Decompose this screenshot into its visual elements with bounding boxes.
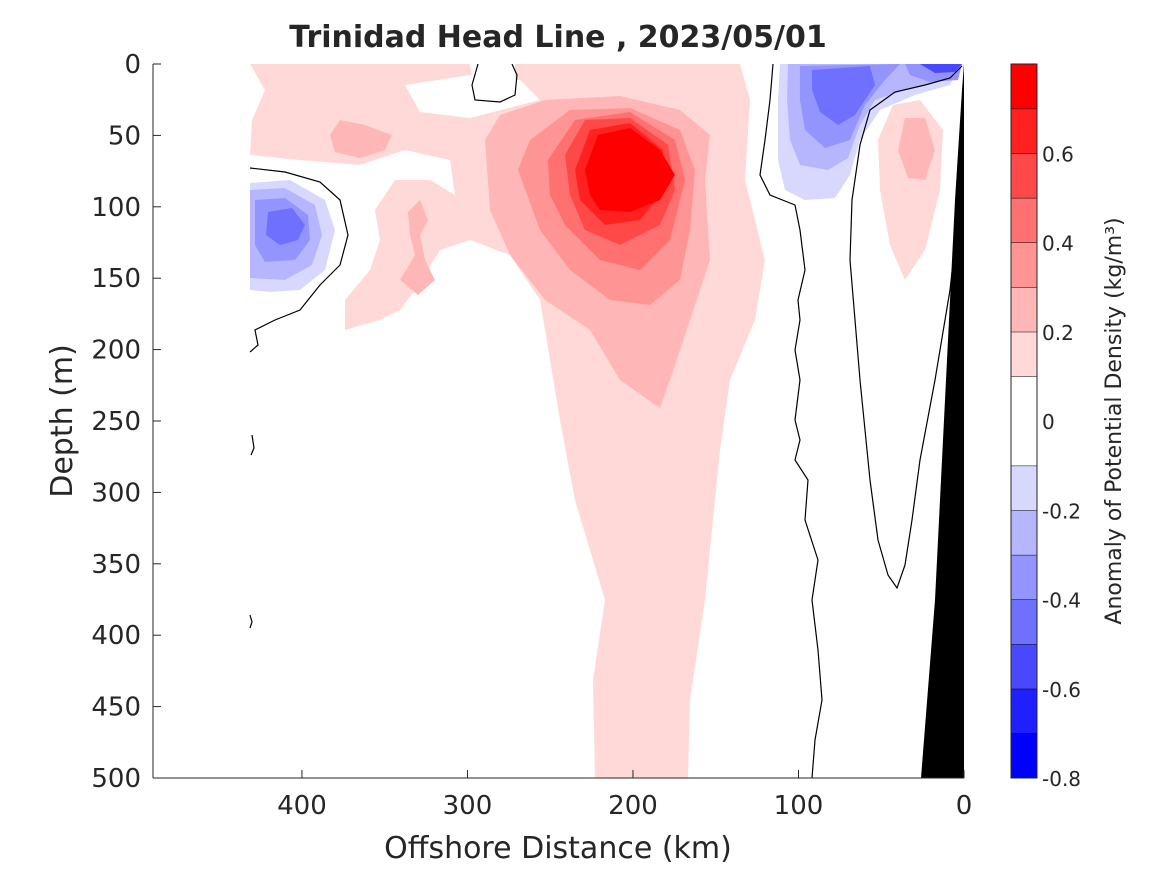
zero-contour-nearshore: [849, 65, 963, 590]
contour-fill-negative-eddy-4: [266, 208, 305, 245]
contour-hole: [405, 75, 540, 118]
y-axis-ticks: 0 50 100 150 200 250 300 350 400 450 500: [91, 50, 161, 794]
bathymetry-seafloor: [921, 64, 964, 778]
colorbar-frame: [1010, 63, 1038, 779]
x-axis-ticks: 400 300 200 100 0: [277, 770, 972, 821]
y-tick-label: 150: [91, 264, 141, 294]
colorbar-swatch: [1011, 287, 1037, 332]
y-tick-label: 450: [91, 693, 141, 723]
zero-contour-surface-blob: [471, 64, 518, 103]
colorbar-swatch: [1011, 554, 1037, 600]
x-tick-label: 400: [277, 791, 327, 821]
colorbar-swatch: [1011, 197, 1037, 243]
colorbar-swatch: [1011, 510, 1037, 555]
colorbar: -0.8 -0.6 -0.4 -0.2 0 0.2 0.4 0.6: [1010, 63, 1081, 791]
colorbar-swatch: [1011, 331, 1037, 377]
colorbar-swatch: [1011, 688, 1037, 734]
y-tick-label: 500: [91, 764, 141, 794]
contour-fill-positive-small-b: [400, 200, 435, 295]
colorbar-tick-label: 0: [1042, 410, 1055, 434]
y-tick-label: 300: [91, 478, 141, 508]
zero-contour-offshore-eddy: [249, 167, 349, 353]
zero-contour-fragment-a: [250, 434, 255, 456]
zero-contours: [249, 64, 963, 778]
y-tick-label: 50: [108, 121, 141, 151]
colorbar-swatch: [1011, 153, 1037, 198]
y-tick-label: 400: [91, 621, 141, 651]
contour-fill-negative-nearshore-4: [812, 66, 875, 125]
colorbar-label: Anomaly of Potential Density (kg/m³): [1102, 217, 1127, 624]
plot-area: [153, 64, 964, 778]
contour-fill-positive-nearshore-core: [898, 118, 935, 180]
colorbar-tick-label: -0.2: [1042, 499, 1081, 523]
y-tick-label: 250: [91, 407, 141, 437]
colorbar-swatch: [1011, 108, 1037, 154]
x-tick-label: 300: [443, 791, 493, 821]
colorbar-swatch: [1011, 64, 1037, 109]
y-tick-label: 100: [91, 193, 141, 223]
y-tick-label: 350: [91, 550, 141, 580]
colorbar-tick-label: -0.6: [1042, 678, 1081, 702]
colorbar-swatch: [1011, 599, 1037, 645]
colorbar-tick-label: -0.8: [1042, 767, 1081, 791]
colorbar-swatch: [1011, 376, 1037, 466]
x-tick-label: 200: [608, 791, 658, 821]
colorbar-swatch: [1011, 733, 1037, 778]
colorbar-swatch: [1011, 465, 1037, 511]
zero-contour-fragment-b: [249, 614, 253, 629]
x-axis-label: Offshore Distance (km): [384, 831, 732, 866]
contour-fill-negative-surface-2: [920, 64, 962, 73]
chart-title: Trinidad Head Line , 2023/05/01: [289, 20, 826, 55]
contour-fill-positive-peak: [585, 128, 675, 212]
colorbar-tick-label: 0.6: [1042, 142, 1074, 166]
colorbar-swatch: [1011, 644, 1037, 689]
y-tick-label: 200: [91, 336, 141, 366]
colorbar-swatch: [1011, 242, 1037, 288]
zero-contour-main: [759, 64, 823, 778]
x-tick-label: 100: [774, 791, 824, 821]
y-axis-label: Depth (m): [45, 344, 80, 498]
colorbar-tick-label: 0.4: [1042, 232, 1074, 256]
colorbar-tick-label: -0.4: [1042, 589, 1081, 613]
contour-fill-positive-small-a: [330, 120, 392, 158]
y-tick-label: 0: [124, 50, 141, 80]
colorbar-tick-label: 0.2: [1042, 321, 1074, 345]
x-tick-label: 0: [956, 791, 973, 821]
